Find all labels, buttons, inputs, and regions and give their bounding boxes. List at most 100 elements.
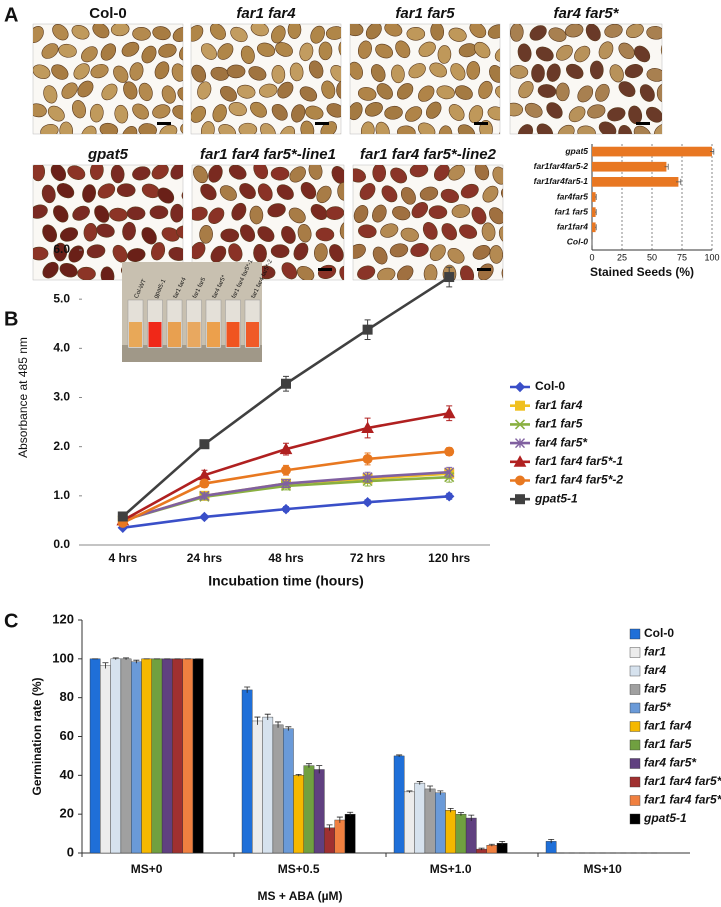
seed [99,122,119,134]
seed [100,266,115,280]
bar [293,775,305,854]
tube-liquid [226,322,240,347]
seed [176,225,183,239]
marker [444,467,455,478]
seed [566,63,584,79]
seed [469,24,487,38]
seed [410,243,429,257]
x-tick-label: MS+1.0 [430,862,472,876]
seed [357,265,376,280]
seed [220,228,240,243]
seed [353,243,366,259]
x-tick-label: MS+10 [583,862,622,876]
seed [110,24,130,37]
seed [537,84,557,98]
legend-swatch [629,758,641,769]
bar [435,792,446,854]
seed [271,25,286,44]
seed [598,41,614,60]
seed [276,184,294,200]
legend-swatch [629,813,641,825]
seed [381,185,398,203]
seed [33,165,46,182]
legend-swatch [629,721,641,732]
seed [192,165,209,184]
error-bar [468,814,475,821]
seed [329,244,344,262]
error-bar [427,785,434,792]
legend-label: far1 far4 [644,719,692,733]
seed [208,207,225,225]
inset-bench [122,345,262,362]
bar [424,788,436,854]
legend-label: Col-0 [644,626,674,640]
legend-swatch [629,647,641,658]
error-bar [548,839,555,844]
seed [406,27,426,41]
seeds [33,24,183,134]
seed [500,187,503,203]
seed [253,165,269,180]
seed [392,206,411,221]
panel-label: C [4,610,18,632]
seed [517,43,532,62]
seed [138,82,153,102]
seed [218,124,236,134]
seed [389,243,409,258]
bar [272,724,284,854]
y-axis-label: Absorbance at 485 nm [16,337,30,458]
seed [271,103,288,121]
error-bar [478,847,485,851]
seed [141,45,157,64]
seed [149,205,169,220]
seed [210,66,229,81]
seed [380,223,399,238]
seed [489,207,503,225]
y-tick-label: 60 [60,728,74,743]
marker [361,421,374,433]
seed [177,87,183,103]
seed [305,105,324,120]
seed [50,165,67,182]
seed [158,43,177,58]
bar [455,813,467,854]
x-tick-label: 50 [647,252,657,262]
legend-label: gpat5-1 [534,491,578,505]
seed [231,202,247,221]
legend-label: far1 far4 far5*-1 [535,454,623,468]
seed [428,205,448,220]
photo-label: far1 far4 [236,5,296,22]
seed [77,80,94,98]
y-tick-label: 6.0 [53,242,70,256]
bar [110,658,122,854]
seed [270,166,290,181]
seed [339,265,344,280]
seed [438,125,453,134]
marker [515,400,525,411]
seed [279,125,296,134]
seed [474,165,490,181]
error-bar [254,716,261,725]
seed [219,185,237,201]
marker [513,455,527,467]
seed [59,262,78,278]
bar [303,765,315,854]
scale-bar [157,122,171,125]
seed [660,40,662,59]
seed [375,43,394,59]
seed [291,104,306,123]
seed [172,105,183,120]
seed [517,124,533,134]
seed [47,105,65,122]
error-bar [488,843,495,847]
error-bar [416,781,423,785]
seed [308,60,324,79]
seed [315,227,335,242]
seed [487,106,500,121]
seed [238,122,258,134]
seed [86,244,106,259]
bar [172,658,183,854]
y-tick-label: 100 [52,650,74,665]
seeds [353,165,503,280]
seed [529,25,547,41]
